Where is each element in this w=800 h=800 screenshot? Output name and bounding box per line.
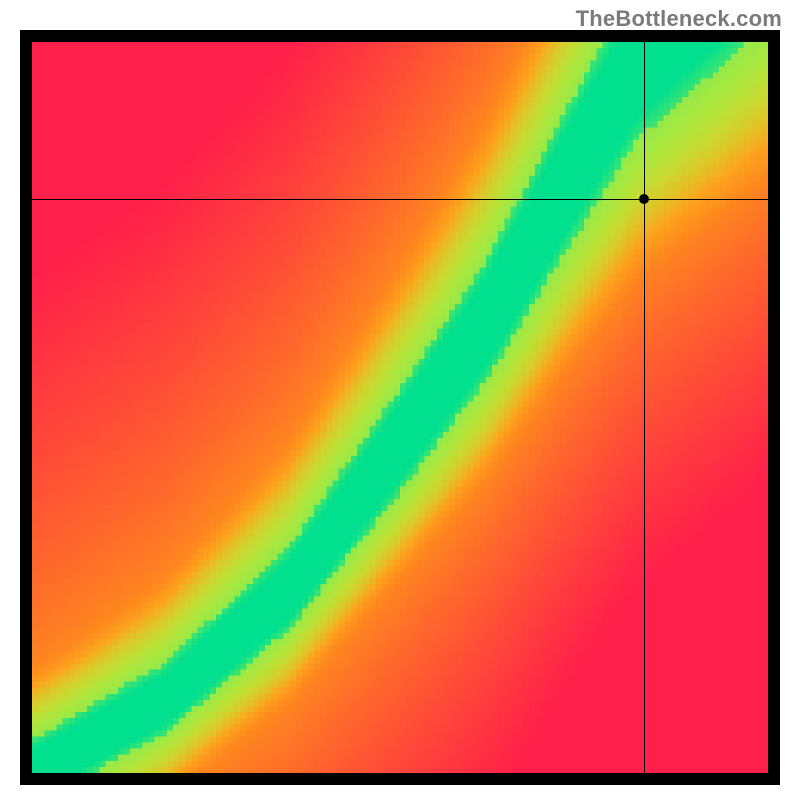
bottleneck-heatmap — [32, 42, 768, 773]
plot-frame-bottom — [20, 773, 780, 785]
plot-frame-left — [20, 30, 32, 785]
plot-frame-right — [768, 30, 780, 785]
watermark-text: TheBottleneck.com — [576, 6, 782, 32]
crosshair-marker — [639, 194, 649, 204]
chart-container: TheBottleneck.com — [0, 0, 800, 800]
crosshair-horizontal — [32, 199, 768, 200]
crosshair-vertical — [644, 42, 645, 773]
